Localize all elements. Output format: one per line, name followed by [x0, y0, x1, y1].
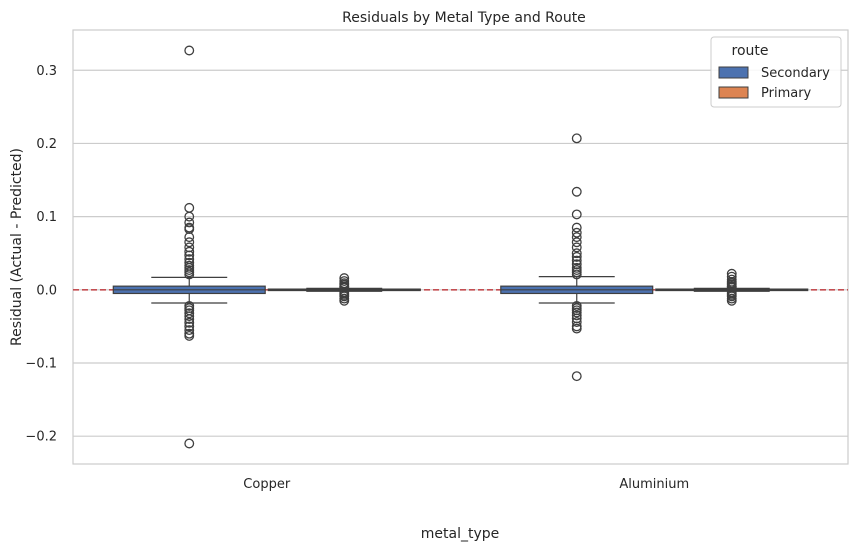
- outlier-point: [571, 323, 582, 334]
- outlier-point: [184, 257, 195, 268]
- legend-swatch-secondary: [718, 66, 749, 79]
- y-tick-label: 0.0: [36, 283, 57, 298]
- y-axis-ticks: −0.2 −0.1 0.0 0.1 0.2 0.3: [25, 64, 57, 445]
- outlier-point: [571, 242, 582, 253]
- x-tick-label: Copper: [243, 477, 291, 492]
- outlier-point: [184, 232, 195, 243]
- outlier-point: [571, 371, 582, 382]
- outlier-point: [571, 227, 582, 238]
- legend: route Secondary Primary: [710, 36, 842, 108]
- outlier-point: [184, 330, 195, 341]
- outlier-point: [184, 311, 195, 322]
- outlier-point: [184, 308, 195, 319]
- outlier-point: [184, 438, 195, 449]
- legend-swatch-primary: [718, 86, 749, 99]
- boxes-layer: [112, 45, 809, 449]
- outlier-point: [726, 295, 737, 306]
- outlier-point: [184, 325, 195, 336]
- x-tick-label: Aluminium: [619, 477, 689, 492]
- outlier-point: [339, 295, 350, 306]
- y-tick-label: −0.1: [25, 357, 57, 372]
- x-axis-label: metal_type: [421, 526, 499, 542]
- outlier-point: [184, 211, 195, 222]
- outlier-point: [571, 317, 582, 327]
- box-secondary-copper: [112, 45, 266, 449]
- outlier-point: [571, 269, 582, 280]
- outlier-point: [184, 317, 195, 328]
- outlier-point: [184, 237, 195, 248]
- chart-title: Residuals by Metal Type and Route: [342, 10, 586, 26]
- y-tick-label: 0.1: [36, 210, 57, 225]
- x-axis-ticks: Copper Aluminium: [243, 477, 689, 492]
- outlier-point: [184, 246, 195, 257]
- box-primary-aluminium: [655, 268, 809, 306]
- outlier-point: [571, 307, 582, 318]
- outlier-point: [571, 209, 582, 220]
- y-tick-label: −0.2: [25, 430, 57, 445]
- outlier-point: [571, 133, 582, 144]
- box-secondary-aluminium: [500, 133, 654, 382]
- outlier-point: [571, 248, 582, 259]
- y-axis-label: Residual (Actual - Predicted): [9, 148, 25, 346]
- outlier-point: [571, 222, 582, 233]
- outlier-point: [571, 310, 582, 321]
- legend-label-primary: Primary: [761, 86, 812, 101]
- outlier-point: [184, 321, 195, 332]
- outlier-point: [184, 269, 195, 280]
- outlier-point: [184, 314, 195, 325]
- legend-label-secondary: Secondary: [761, 66, 830, 81]
- outlier-point: [184, 250, 195, 261]
- legend-title: route: [732, 43, 769, 59]
- y-tick-label: 0.3: [36, 64, 57, 79]
- outlier-point: [571, 186, 582, 197]
- outlier-point: [184, 45, 195, 56]
- y-tick-label: 0.2: [36, 137, 57, 152]
- outlier-point: [571, 255, 582, 266]
- outlier-point: [184, 217, 195, 228]
- box-primary-copper: [267, 273, 421, 306]
- outlier-point: [571, 232, 582, 243]
- outlier-point: [571, 237, 582, 248]
- outlier-point: [571, 251, 582, 262]
